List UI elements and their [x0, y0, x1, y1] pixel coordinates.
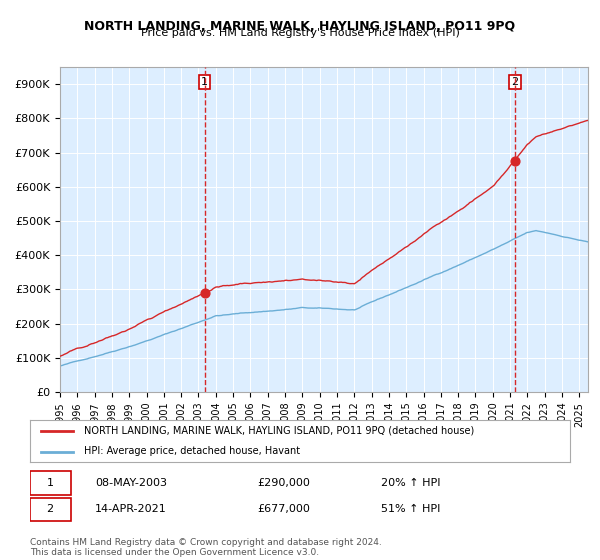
Text: NORTH LANDING, MARINE WALK, HAYLING ISLAND, PO11 9PQ: NORTH LANDING, MARINE WALK, HAYLING ISLA…: [85, 20, 515, 32]
Text: 51% ↑ HPI: 51% ↑ HPI: [381, 505, 440, 514]
Text: £290,000: £290,000: [257, 478, 310, 488]
Text: 2: 2: [46, 505, 53, 514]
FancyBboxPatch shape: [30, 471, 71, 494]
Text: 14-APR-2021: 14-APR-2021: [95, 505, 167, 514]
Point: [510, 156, 520, 165]
Text: £677,000: £677,000: [257, 505, 310, 514]
Text: HPI: Average price, detached house, Havant: HPI: Average price, detached house, Hava…: [84, 446, 300, 456]
FancyBboxPatch shape: [30, 498, 71, 521]
Text: Contains HM Land Registry data © Crown copyright and database right 2024.
This d: Contains HM Land Registry data © Crown c…: [30, 538, 382, 557]
Text: 08-MAY-2003: 08-MAY-2003: [95, 478, 167, 488]
Text: 2: 2: [511, 77, 518, 87]
Text: 1: 1: [201, 77, 208, 87]
Point: [200, 288, 209, 297]
Text: 20% ↑ HPI: 20% ↑ HPI: [381, 478, 440, 488]
Text: NORTH LANDING, MARINE WALK, HAYLING ISLAND, PO11 9PQ (detached house): NORTH LANDING, MARINE WALK, HAYLING ISLA…: [84, 426, 474, 436]
Text: Price paid vs. HM Land Registry's House Price Index (HPI): Price paid vs. HM Land Registry's House …: [140, 28, 460, 38]
Text: 1: 1: [46, 478, 53, 488]
